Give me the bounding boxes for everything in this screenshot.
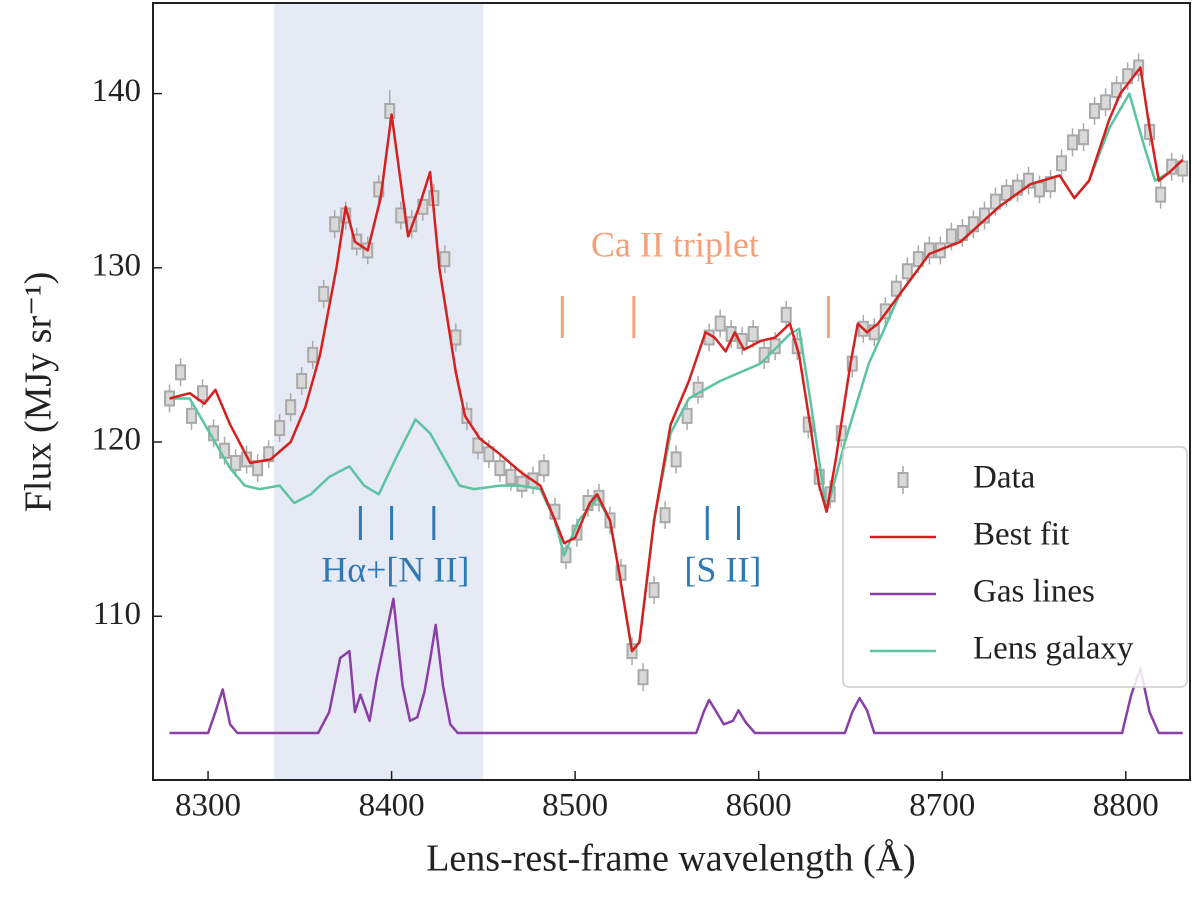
x-axis-label: Lens-rest-frame wavelength (Å)	[426, 838, 916, 880]
annotation-label: [S II]	[684, 549, 761, 589]
data-point	[945, 228, 957, 245]
x-tick-label: 8700	[909, 788, 975, 824]
data-point	[307, 346, 319, 363]
data-point	[384, 103, 396, 120]
data-point	[1033, 181, 1045, 198]
legend-label: Lens galaxy	[973, 631, 1134, 667]
data-point	[681, 407, 693, 424]
x-tick-label: 8300	[175, 788, 241, 824]
data-point	[439, 251, 451, 268]
data-point	[637, 669, 649, 686]
legend-symbol	[897, 472, 909, 488]
data-point	[1100, 94, 1112, 111]
legend: Data Best fit Gas lines Lens galaxy	[842, 446, 1188, 688]
data-point	[450, 329, 462, 346]
legend-label: Best fit	[973, 517, 1069, 553]
y-tick-label: 140	[92, 73, 142, 109]
data-point	[186, 407, 198, 424]
data-point	[329, 216, 341, 233]
data-point	[879, 303, 891, 320]
data-point	[780, 306, 792, 323]
x-tick-label: 8800	[1093, 788, 1159, 824]
data-point	[1056, 155, 1068, 172]
data-point	[648, 582, 660, 599]
x-tick-label: 8400	[359, 788, 425, 824]
data-point	[461, 407, 473, 424]
data-point	[923, 242, 935, 259]
data-point	[494, 460, 506, 477]
data-point	[747, 326, 759, 343]
series-line	[169, 66, 1184, 653]
data-point	[472, 437, 484, 454]
legend-box	[842, 446, 1188, 688]
data-point	[670, 451, 682, 468]
data-point	[373, 181, 385, 198]
axes-frame	[152, 2, 1191, 781]
y-tick-label: 130	[92, 247, 142, 283]
data-point	[318, 285, 330, 302]
data-point	[1133, 59, 1145, 76]
data-point	[230, 454, 242, 471]
data-point	[263, 446, 275, 463]
annotation-label: Hα+[N II]	[321, 549, 469, 589]
data-point	[197, 385, 209, 402]
plot-area	[164, 3, 1189, 780]
data-point	[1111, 82, 1123, 99]
y-axis-label: Flux (MJy sr⁻¹)	[18, 272, 60, 512]
data-point	[901, 263, 913, 280]
annotation-label: Ca II triplet	[591, 224, 759, 264]
data-point	[714, 315, 726, 332]
data-point	[659, 507, 671, 524]
data-point	[538, 460, 550, 477]
data-point	[241, 451, 253, 468]
data-point	[890, 280, 902, 297]
series-line	[169, 597, 1183, 735]
data-point	[1000, 184, 1012, 201]
data-point	[1078, 129, 1090, 146]
data-point	[505, 468, 517, 485]
x-tick-label: 8500	[542, 788, 608, 824]
data-point	[1089, 103, 1101, 120]
x-tick-label: 8600	[726, 788, 792, 824]
data-point	[912, 251, 924, 268]
data-point	[274, 420, 286, 437]
data-point	[285, 399, 297, 416]
legend-label: Data	[973, 460, 1036, 496]
data-point	[296, 373, 308, 390]
data-point	[1155, 186, 1167, 203]
data-point	[1067, 134, 1079, 151]
legend-label: Gas lines	[973, 574, 1095, 610]
data-point	[516, 475, 528, 492]
data-point	[1022, 172, 1034, 189]
data-point	[769, 338, 781, 355]
y-tick-label: 110	[93, 596, 141, 632]
data-point	[483, 446, 495, 463]
data-point	[175, 364, 187, 381]
y-tick-label: 120	[92, 422, 142, 458]
